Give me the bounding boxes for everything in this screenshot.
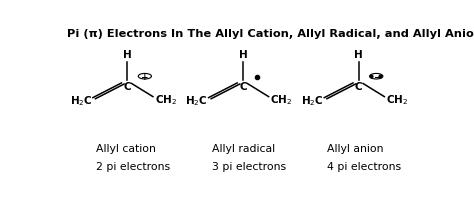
Text: Allyl radical: Allyl radical	[212, 143, 275, 153]
Text: H$_2$C: H$_2$C	[185, 94, 208, 108]
Text: Pi (π) Electrons In The Allyl Cation, Allyl Radical, and Allyl Anion: Pi (π) Electrons In The Allyl Cation, Al…	[66, 29, 474, 39]
Text: CH$_2$: CH$_2$	[155, 93, 177, 106]
Text: C: C	[355, 81, 363, 91]
Text: C: C	[123, 81, 131, 91]
Text: 2 pi electrons: 2 pi electrons	[96, 161, 170, 171]
Text: 4 pi electrons: 4 pi electrons	[328, 161, 401, 171]
Text: −: −	[373, 72, 380, 81]
Text: 3 pi electrons: 3 pi electrons	[212, 161, 286, 171]
Text: H$_2$C: H$_2$C	[301, 94, 324, 108]
Text: CH$_2$: CH$_2$	[386, 93, 409, 106]
Text: CH$_2$: CH$_2$	[271, 93, 293, 106]
Text: H$_2$C: H$_2$C	[70, 94, 92, 108]
Text: H: H	[354, 50, 363, 60]
Text: Allyl anion: Allyl anion	[328, 143, 384, 153]
Text: H: H	[123, 50, 132, 60]
Text: +: +	[141, 72, 149, 81]
Text: Allyl cation: Allyl cation	[96, 143, 156, 153]
Text: C: C	[239, 81, 247, 91]
Text: H: H	[238, 50, 247, 60]
